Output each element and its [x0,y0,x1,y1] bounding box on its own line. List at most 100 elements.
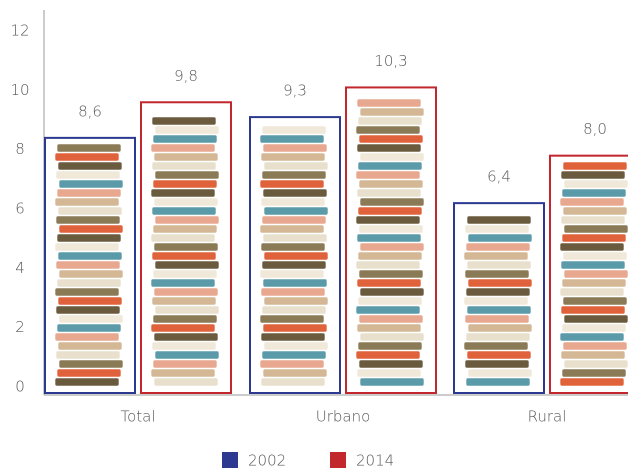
book [261,215,327,225]
book [563,314,628,324]
book [57,206,123,216]
book [263,206,329,216]
book-stack [54,143,124,387]
book [55,305,121,315]
book [358,224,424,234]
book [58,359,124,369]
y-tick-label: 10 [10,81,29,99]
book [153,332,219,342]
book [150,143,216,153]
book-stack [559,161,628,387]
book [560,260,626,270]
book [359,107,425,117]
book [358,269,424,279]
book [259,134,325,144]
book [262,143,328,153]
book [465,242,531,252]
book [260,152,326,162]
book [56,188,122,198]
book [464,359,530,369]
book [463,251,529,261]
book [262,233,328,243]
book [261,125,327,135]
book [57,296,123,306]
book [151,206,217,216]
book-stack [259,125,329,387]
book [560,215,626,225]
book [260,242,326,252]
book [54,287,120,297]
book [56,233,122,243]
value-label: 8,0 [583,120,607,138]
book [260,197,326,207]
book [262,368,328,378]
book [153,152,219,162]
book [154,260,220,270]
book [150,323,216,333]
book [261,350,327,360]
legend-swatch [222,452,238,468]
y-tick-label: 0 [15,378,25,396]
legend-swatch [330,452,346,468]
book [357,206,423,216]
book-stack [150,116,220,387]
value-label: 6,4 [487,168,511,186]
book [355,215,421,225]
book [57,161,123,171]
book [559,377,625,387]
book [261,305,327,315]
book [359,197,425,207]
book [153,377,219,387]
book [54,242,120,252]
book [467,323,533,333]
book [152,134,218,144]
book [150,278,216,288]
book [154,350,220,360]
book [356,143,422,153]
book [152,179,218,189]
book [359,287,425,297]
book [55,170,121,180]
book [466,305,532,315]
book [150,188,216,198]
book [262,188,328,198]
book [561,368,627,378]
book [54,197,120,207]
book [466,350,532,360]
book [259,359,325,369]
book [356,323,422,333]
book [55,215,121,225]
book [467,233,533,243]
x-tick-label: Total [120,408,155,426]
book [58,179,124,189]
book [560,350,626,360]
book [559,242,625,252]
book [58,224,124,234]
book [561,323,627,333]
value-label: 9,3 [283,82,307,100]
book [359,332,425,342]
book [464,314,530,324]
book [357,161,423,171]
bar [549,154,628,394]
book [357,341,423,351]
value-label: 10,3 [374,52,407,70]
book [465,377,531,387]
book [263,341,329,351]
book [153,242,219,252]
book [467,278,533,288]
book [259,179,325,189]
book [464,224,530,234]
book [58,269,124,279]
book [563,269,628,279]
book [561,188,627,198]
value-label: 9,8 [174,67,198,85]
book [151,341,217,351]
book [150,233,216,243]
book [359,152,425,162]
book [355,305,421,315]
book [359,377,425,387]
book [559,332,625,342]
book [151,251,217,261]
legend-label: 2002 [248,452,286,468]
